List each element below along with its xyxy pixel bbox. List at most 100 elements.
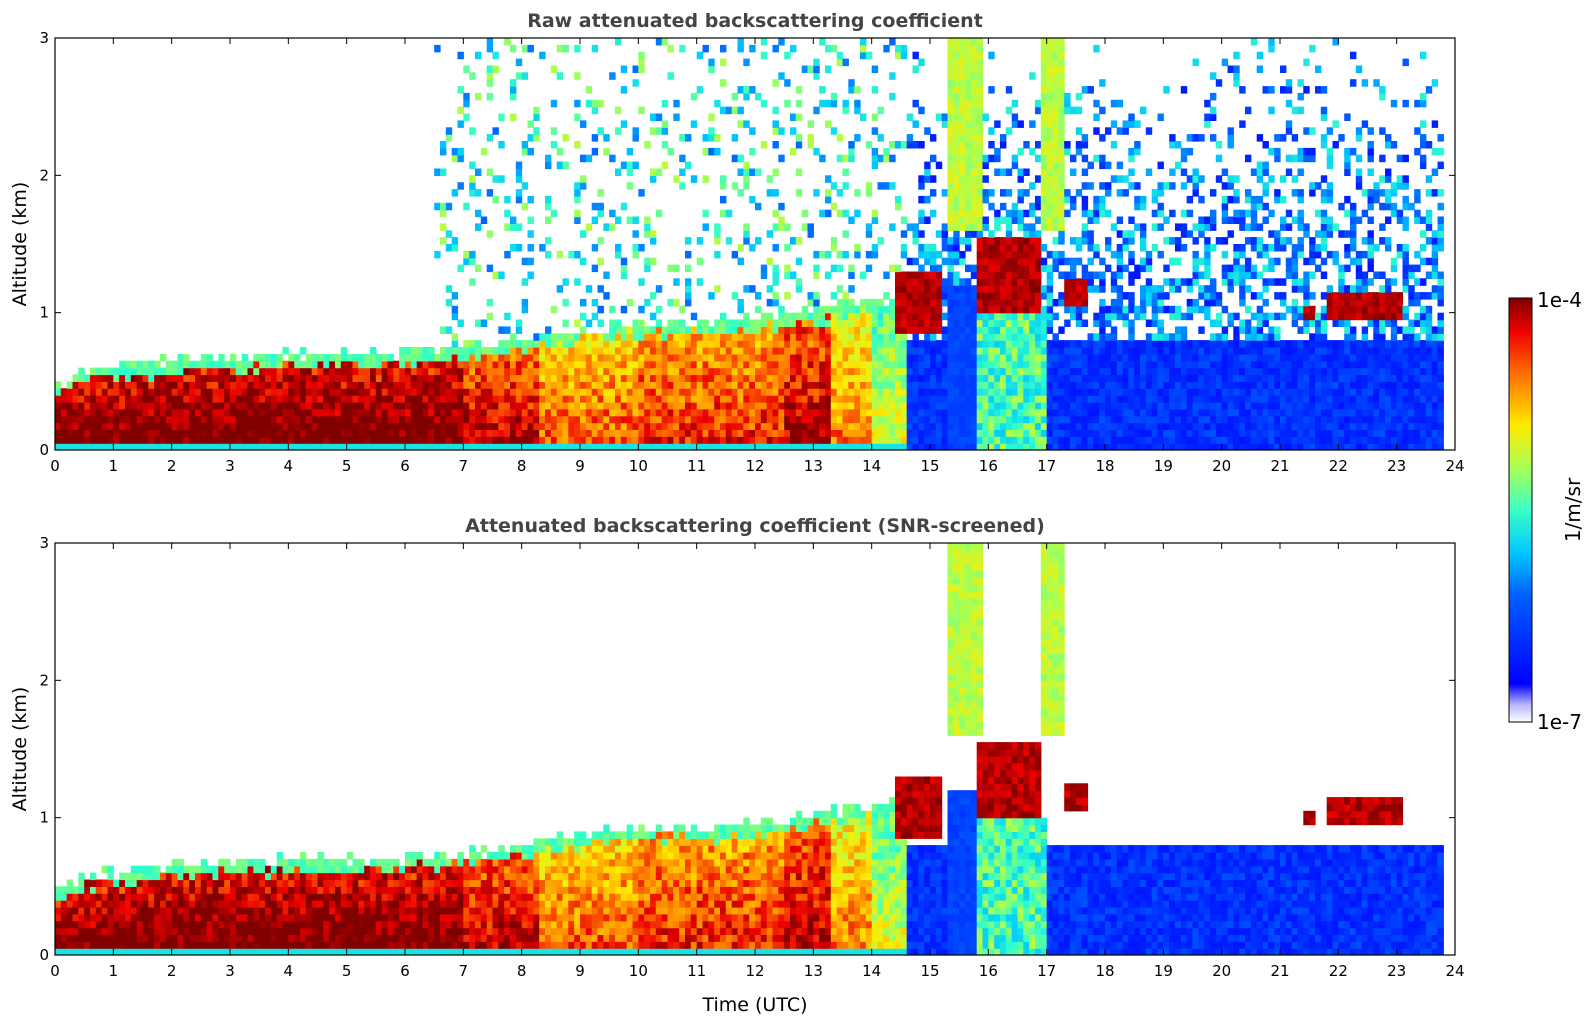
- heatmap-cell: [1122, 422, 1129, 430]
- heatmap-cell: [1145, 278, 1153, 286]
- heatmap-cell: [988, 202, 995, 211]
- heatmap-cell: [504, 209, 511, 218]
- heatmap-cell: [171, 388, 179, 396]
- heatmap-cell: [329, 360, 336, 369]
- heatmap-cell: [276, 367, 284, 376]
- heatmap-cell: [965, 333, 972, 341]
- heatmap-cell: [965, 216, 972, 224]
- heatmap-cell: [1029, 415, 1036, 424]
- heatmap-cell: [317, 353, 324, 362]
- heatmap-cell: [924, 326, 931, 334]
- heatmap-cell: [574, 278, 581, 286]
- heatmap-cell: [399, 395, 406, 403]
- heatmap-cell: [650, 333, 657, 341]
- heatmap-cell: [615, 408, 622, 417]
- heatmap-cell: [1186, 347, 1194, 355]
- heatmap-cell: [1070, 401, 1077, 410]
- heatmap-cell: [1017, 340, 1024, 348]
- heatmap-cell: [1087, 388, 1094, 396]
- heatmap-cell: [1169, 134, 1176, 142]
- heatmap-cell: [743, 415, 750, 424]
- heatmap-cell: [1040, 422, 1048, 430]
- heatmap-cell: [737, 367, 744, 376]
- heatmap-cell: [720, 175, 727, 183]
- heatmap-cell: [1134, 415, 1141, 424]
- heatmap-cell: [1058, 202, 1065, 211]
- heatmap-cell: [1035, 305, 1042, 314]
- heatmap-cell: [760, 312, 768, 321]
- heatmap-cell: [720, 353, 727, 362]
- heatmap-cell: [720, 347, 727, 355]
- heatmap-cell: [381, 422, 389, 430]
- heatmap-cell: [1157, 388, 1164, 396]
- heatmap-cell: [1035, 257, 1042, 266]
- heatmap-cell: [422, 408, 429, 417]
- heatmap-cell: [585, 86, 593, 94]
- heatmap-cell: [1122, 360, 1129, 369]
- heatmap-cell: [148, 374, 155, 382]
- heatmap-cell: [1093, 388, 1100, 396]
- heatmap-cell: [521, 374, 529, 382]
- heatmap-cell: [1093, 312, 1100, 321]
- heatmap-cell: [965, 374, 972, 382]
- heatmap-cell: [545, 237, 552, 245]
- heatmap-cell: [819, 333, 826, 341]
- heatmap-cell: [976, 285, 984, 293]
- heatmap-cell: [895, 395, 902, 403]
- heatmap-cell: [585, 381, 593, 389]
- heatmap-cell: [136, 374, 144, 382]
- heatmap-cell: [784, 79, 791, 87]
- heatmap-cell: [1081, 415, 1089, 424]
- heatmap-cell: [78, 436, 85, 444]
- heatmap-cell: [766, 326, 774, 334]
- heatmap-cell: [673, 264, 680, 273]
- heatmap-cell: [620, 264, 628, 273]
- heatmap-cell: [1040, 72, 1048, 80]
- heatmap-cell: [1163, 443, 1170, 450]
- heatmap-cell: [510, 415, 517, 424]
- heatmap-cell: [1134, 395, 1141, 403]
- heatmap-cell: [434, 401, 441, 410]
- heatmap-cell: [1029, 230, 1036, 238]
- heatmap-cell: [860, 319, 867, 327]
- heatmap-cell: [871, 374, 879, 382]
- heatmap-cell: [1198, 395, 1205, 403]
- heatmap-cell: [381, 395, 389, 403]
- heatmap-cell: [1052, 216, 1059, 224]
- heatmap-cell: [988, 415, 995, 424]
- heatmap-cell: [760, 436, 768, 444]
- heatmap-cell: [895, 312, 902, 321]
- heatmap-cell: [848, 408, 855, 417]
- heatmap-cell: [935, 305, 943, 314]
- heatmap-cell: [550, 443, 558, 450]
- heatmap-cell: [871, 422, 879, 430]
- heatmap-cell: [1070, 347, 1077, 355]
- heatmap-cell: [580, 298, 587, 307]
- heatmap-cell: [947, 360, 954, 369]
- heatmap-cell: [1110, 340, 1118, 348]
- heatmap-cell: [854, 333, 861, 341]
- heatmap-cell: [1105, 422, 1112, 430]
- heatmap-cell: [1215, 415, 1223, 424]
- heatmap-cell: [1134, 429, 1141, 437]
- heatmap-cell: [265, 353, 272, 362]
- heatmap-cell: [842, 305, 849, 314]
- heatmap-cell: [335, 353, 342, 362]
- heatmap-cell: [714, 347, 721, 355]
- heatmap-cell: [679, 367, 686, 376]
- heatmap-cell: [230, 388, 237, 396]
- heatmap-cell: [550, 340, 558, 348]
- heatmap-cell: [521, 415, 529, 424]
- heatmap-cell: [66, 429, 74, 437]
- heatmap-cell: [154, 408, 161, 417]
- heatmap-cell: [1151, 388, 1159, 396]
- heatmap-cell: [154, 367, 161, 376]
- heatmap-cell: [539, 422, 546, 430]
- heatmap-cell: [655, 168, 663, 176]
- heatmap-cell: [1105, 312, 1112, 321]
- heatmap-cell: [550, 367, 558, 376]
- heatmap-cell: [1017, 298, 1024, 307]
- heatmap-cell: [1000, 422, 1007, 430]
- heatmap-cell: [1058, 72, 1065, 80]
- heatmap-cell: [574, 99, 581, 108]
